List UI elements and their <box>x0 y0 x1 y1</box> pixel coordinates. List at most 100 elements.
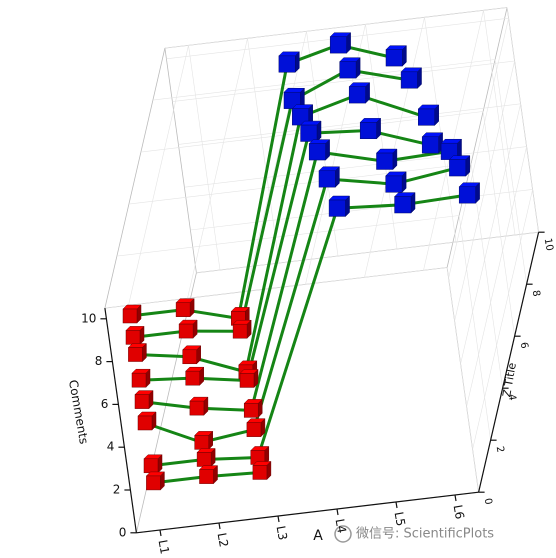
cube <box>448 155 471 177</box>
cube <box>175 298 195 318</box>
grid-line <box>172 60 515 102</box>
cube <box>339 57 361 79</box>
cube-side <box>401 171 407 193</box>
grid-line <box>128 163 472 205</box>
cube-front <box>252 465 268 480</box>
link-line <box>252 178 329 431</box>
z-tick-label: 6 <box>518 341 530 349</box>
z-tick-label: 8 <box>530 289 542 297</box>
cube <box>127 342 148 363</box>
z-tick-label: 4 <box>506 393 518 401</box>
cube <box>393 191 416 214</box>
cube-side <box>355 57 361 79</box>
cube <box>198 465 219 485</box>
y-tick-label: 0 <box>119 525 127 539</box>
cube <box>385 45 408 67</box>
cube-front <box>329 36 347 54</box>
cube-front <box>359 122 377 140</box>
cube-side <box>434 104 439 126</box>
cube <box>299 120 322 143</box>
cube-front <box>376 152 394 170</box>
link-line <box>236 63 289 319</box>
cube <box>185 366 205 386</box>
x-axis-label: A <box>313 528 323 544</box>
cube <box>400 67 423 89</box>
cube-front <box>182 349 197 365</box>
cube <box>125 325 145 346</box>
cube-front <box>128 347 143 362</box>
cube-front <box>308 143 326 161</box>
x-tick-label: L6 <box>451 504 467 521</box>
cube <box>232 319 252 339</box>
z-tick-label: 10 <box>542 237 555 251</box>
cube-side <box>410 191 416 214</box>
y-tick-label: 10 <box>81 311 96 325</box>
cube-front <box>196 452 212 467</box>
cube-side <box>345 195 350 218</box>
cube-side <box>475 182 480 204</box>
cube <box>194 430 214 450</box>
cube-front <box>278 55 296 73</box>
cube-side <box>325 139 330 161</box>
cube-front <box>246 422 262 437</box>
cube-side <box>465 155 471 177</box>
cube-front <box>232 323 248 339</box>
grid-line <box>365 24 398 250</box>
watermark-icon <box>334 525 352 543</box>
x-tick <box>277 515 280 523</box>
x-tick <box>159 529 162 537</box>
cube-side <box>335 166 340 188</box>
cube-front <box>185 370 200 386</box>
grid-line <box>506 7 539 233</box>
cube <box>178 319 198 339</box>
cube-front <box>318 170 336 188</box>
cube-side <box>417 67 422 89</box>
grid-line <box>188 45 221 271</box>
grid-line <box>364 17 425 278</box>
cube <box>318 166 341 188</box>
cube-front <box>178 323 194 339</box>
cube <box>137 411 157 431</box>
z-tick-label: 0 <box>482 497 494 505</box>
x-tick <box>218 522 221 530</box>
cube-front <box>458 186 476 204</box>
cube-front <box>175 302 191 317</box>
cube <box>131 368 151 388</box>
link-line <box>249 151 319 411</box>
cube-front <box>300 124 318 142</box>
watermark-text: 微信号: ScientificPlots <box>356 527 494 542</box>
z-tick-label: 2 <box>494 445 506 453</box>
link-line <box>245 132 311 381</box>
cube-front <box>418 108 435 126</box>
cube-side <box>295 51 300 73</box>
grid-line <box>482 111 515 337</box>
cube <box>417 104 440 126</box>
cube <box>189 396 209 416</box>
cube-front <box>194 435 209 450</box>
grid-line <box>247 38 280 264</box>
grid-line <box>187 38 248 299</box>
cube-front <box>199 469 214 484</box>
x-axis <box>136 491 479 534</box>
grid-line <box>448 18 509 279</box>
cube <box>359 117 382 140</box>
cube <box>145 471 166 491</box>
y-axis <box>104 308 137 533</box>
watermark: 微信号: ScientificPlots <box>334 525 494 543</box>
grid-line <box>178 103 521 145</box>
cube-front <box>122 308 138 324</box>
x-tick <box>336 508 339 516</box>
cube <box>196 447 216 468</box>
box-edge <box>104 48 166 309</box>
cube-front <box>449 159 467 177</box>
grid-line <box>190 189 533 231</box>
cube <box>239 368 259 389</box>
cube-front <box>385 175 403 193</box>
x-tick-label: L4 <box>333 518 349 535</box>
z-axis-label: Z Title <box>500 362 519 399</box>
cube-front <box>189 400 205 416</box>
cube <box>375 148 398 171</box>
cube <box>134 389 154 410</box>
cube <box>182 345 202 365</box>
x-tick-label: L2 <box>215 532 231 549</box>
